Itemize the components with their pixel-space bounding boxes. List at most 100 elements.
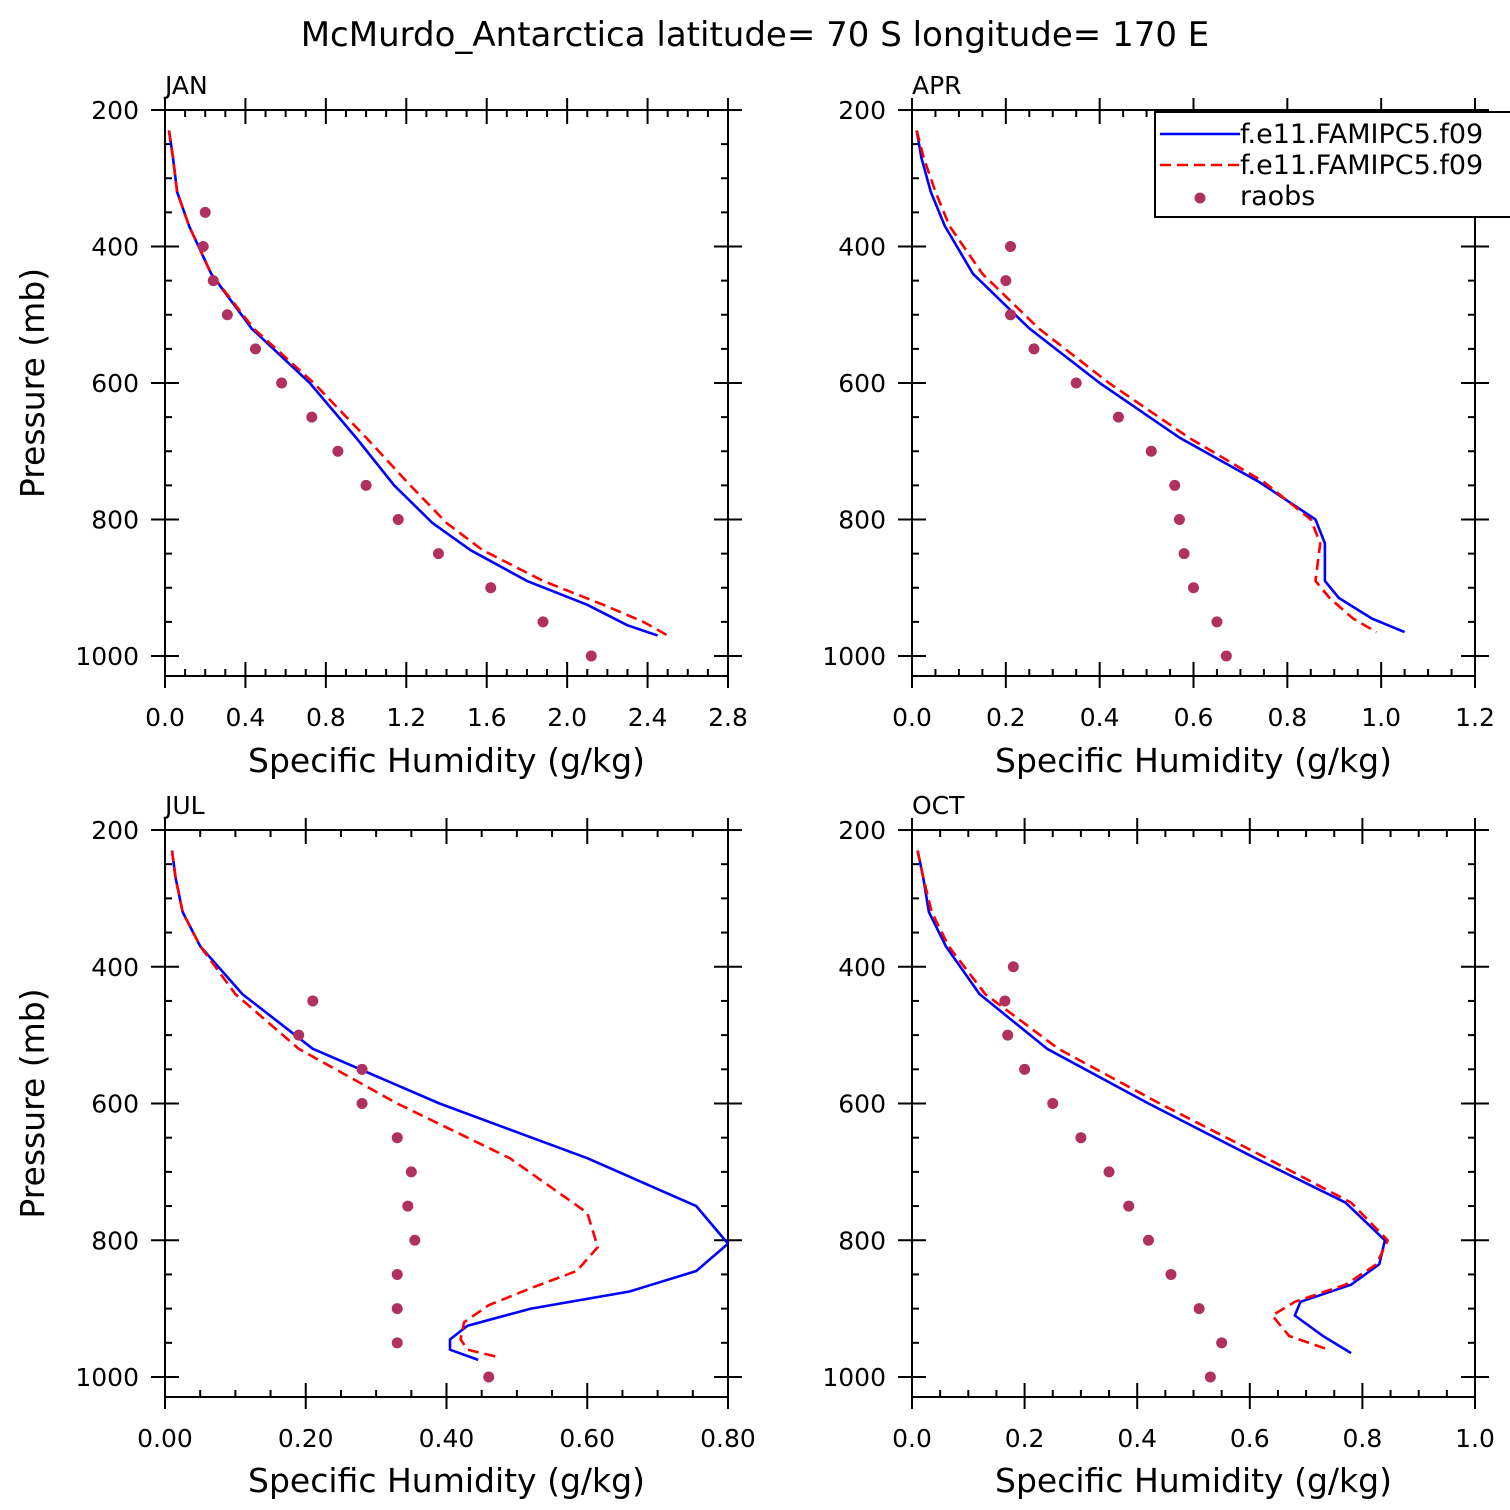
raobs-point [199,206,211,218]
panel-oct: OCT 200 400 600 800 1000 0.0 0.2 0.4 0.6 0.8 1.0 Spe… [822,791,1495,1500]
raobs-point [1178,548,1190,560]
x-tick-label: 2.4 [628,703,668,732]
raobs-point [1000,275,1012,287]
y-tick-label: 600 [91,369,139,398]
panel-apr: APR 200 400 600 800 1000 0.0 0.2 0.4 0.6 0.8 1.0 1.2… [822,71,1495,780]
x-tick-label: 0.80 [700,1424,756,1453]
raobs-point [306,411,318,423]
y-tick-label: 1000 [822,642,886,671]
x-tick-label: 0.0 [145,703,185,732]
raobs-point [1005,241,1017,252]
y-tick-label: 400 [838,233,886,262]
x-tick-label: 1.0 [1361,703,1401,732]
x-axis-title: Specific Humidity (g/kg) [248,1461,645,1500]
raobs-point [391,1303,403,1315]
raobs-point [391,1268,403,1280]
x-tick-label: 0.8 [1267,703,1307,732]
raobs-point [1002,1029,1014,1041]
panel-jan: JAN 200 400 600 800 1000 0.0 0.4 0.8 1.2 1.6 2.0 2.4… [13,71,748,780]
y-tick-label: 1000 [75,1363,139,1392]
series-line-dashed [916,850,1389,1351]
raobs-point [1007,961,1019,973]
raobs-point [391,1337,403,1349]
y-tick-label: 200 [91,816,139,845]
y-tick-label: 400 [838,953,886,982]
raobs-point [307,995,319,1007]
raobs-point [1019,1063,1031,1075]
x-tick-label: 1.2 [386,703,426,732]
raobs-point [332,445,344,457]
legend-label: f.e11.FAMIPC5.f09 [1240,119,1483,150]
raobs-point [1103,1166,1115,1178]
x-tick-label: 0.60 [559,1424,615,1453]
legend-swatch-marker [1194,192,1206,204]
y-axis-title: Pressure (mb) [13,988,52,1218]
series-line-dashed [915,130,1378,634]
panel-label: OCT [912,791,965,820]
y-tick-label: 400 [91,233,139,262]
series-line-solid [916,850,1387,1355]
x-tick-label: 0.6 [1174,703,1214,732]
raobs-point [1005,309,1017,321]
x-tick-label: 2.8 [708,703,748,732]
y-tick-label: 200 [91,96,139,125]
raobs-point [197,241,209,252]
x-tick-label: 0.00 [137,1424,193,1453]
x-tick-label: 1.2 [1455,703,1495,732]
raobs-point [1211,616,1223,628]
x-axis-title: Specific Humidity (g/kg) [995,1461,1392,1500]
raobs-point [360,479,372,491]
raobs-point [402,1200,414,1212]
raobs-point [999,995,1011,1007]
x-tick-label: 0.0 [892,703,932,732]
raobs-point [1204,1371,1216,1383]
raobs-point [1142,1234,1154,1246]
raobs-point [1165,1268,1177,1280]
raobs-point [1123,1200,1135,1212]
x-tick-label: 0.6 [1230,1424,1270,1453]
y-tick-label: 800 [91,1226,139,1255]
x-tick-label: 0.4 [1080,703,1120,732]
panels: JAN 200 400 600 800 1000 0.0 0.4 0.8 1.2 1.6 2.0 2.4… [13,71,1495,1500]
legend-label: f.e11.FAMIPC5.f09 [1240,150,1483,181]
raobs-point [485,582,497,594]
raobs-point [391,1132,403,1144]
raobs-point [1070,377,1082,389]
raobs-point [1112,411,1124,423]
x-tick-label: 0.4 [1117,1424,1157,1453]
raobs-point [276,377,288,389]
y-tick-label: 600 [838,369,886,398]
raobs-point [356,1098,368,1109]
x-tick-label: 0.8 [306,703,346,732]
panel-label: JUL [163,791,205,820]
panel-label: JAN [163,71,208,100]
raobs-point [405,1166,417,1178]
raobs-point [409,1234,421,1246]
raobs-point [1145,445,1157,457]
raobs-point [1193,1303,1205,1315]
x-tick-label: 2.0 [547,703,587,732]
y-tick-label: 1000 [822,1363,886,1392]
raobs-point [356,1063,368,1075]
series-line-dashed [170,850,600,1358]
y-tick-label: 200 [838,816,886,845]
y-tick-label: 800 [838,506,886,535]
x-tick-label: 0.2 [1005,1424,1045,1453]
raobs-point [1075,1132,1087,1144]
raobs-point [585,650,597,662]
raobs-point [1173,514,1185,525]
raobs-point [1188,582,1199,594]
panel-jul: JUL 200 400 600 800 1000 0.00 0.20 0.40 0.60 0.80 S… [13,791,756,1500]
raobs-point [293,1029,305,1041]
y-tick-label: 200 [838,96,886,125]
y-tick-label: 1000 [75,642,139,671]
y-tick-label: 800 [838,1226,886,1255]
x-tick-label: 1.0 [1455,1424,1495,1453]
raobs-point [249,343,261,355]
x-tick-label: 0.8 [1343,1424,1383,1453]
legend-label: raobs [1240,181,1315,212]
x-tick-label: 0.0 [892,1424,932,1453]
x-tick-label: 0.20 [278,1424,334,1453]
